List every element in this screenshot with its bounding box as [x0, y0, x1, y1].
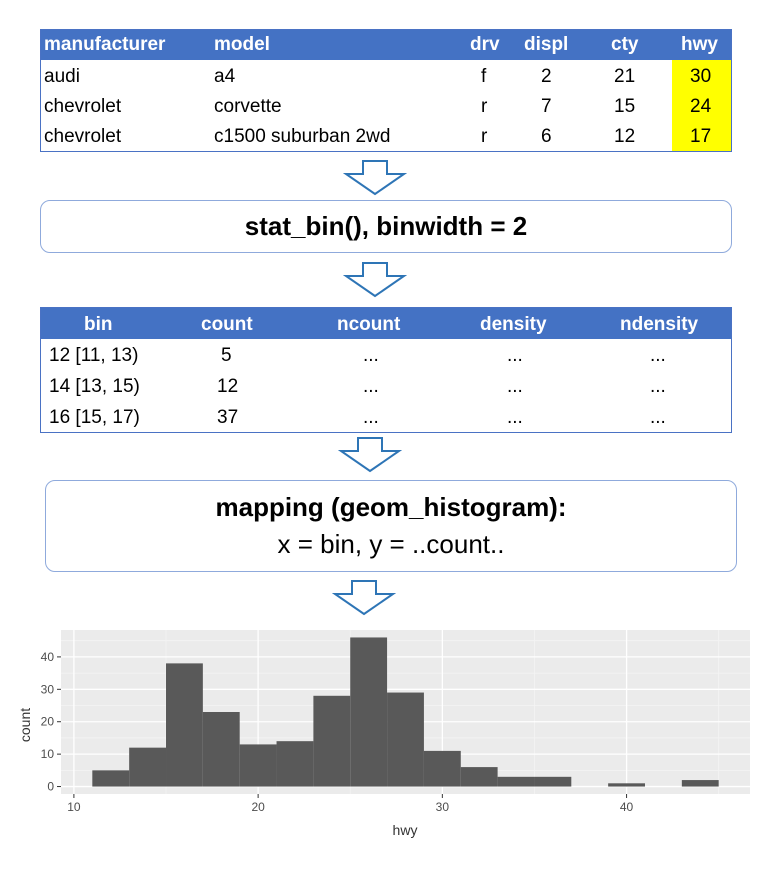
bin-row3-count: 37 [217, 407, 239, 428]
mapping-title: mapping (geom_histogram): [215, 492, 567, 522]
row2-drv: r [481, 96, 488, 117]
row2-displ: 7 [541, 96, 552, 117]
bin-row1-ncount: ... [363, 345, 379, 366]
down-arrow-icon [332, 580, 396, 616]
stat-bin-text: stat_bin(), binwidth = 2 [244, 211, 528, 241]
row2-hwy: 24 [690, 96, 712, 117]
mapping-box: mapping (geom_histogram): x = bin, y = .… [45, 480, 737, 572]
row2-model: corvette [214, 96, 282, 117]
histogram-bar [608, 783, 645, 787]
header-displ: displ [524, 34, 569, 55]
mpg-table-header [41, 30, 731, 60]
header-count: count [201, 314, 253, 335]
row1-cty: 21 [614, 66, 636, 87]
bin-row2-density: ... [507, 376, 523, 397]
header-drv: drv [470, 34, 500, 55]
header-density: density [480, 314, 547, 335]
bin-row1-ndensity: ... [650, 345, 666, 366]
row2-cty: 15 [614, 96, 636, 117]
x-tick-label: 10 [67, 800, 81, 814]
histogram-chart: 10 20 30 40 0 10 20 30 40 hwy count [17, 630, 750, 838]
bin-row2-ncount: ... [363, 376, 379, 397]
bin-row3-ndensity: ... [650, 407, 666, 428]
row2-manufacturer: chevrolet [44, 96, 122, 117]
row1-manufacturer: audi [44, 66, 80, 87]
bin-row2-ndensity: ... [650, 376, 666, 397]
histogram-bar [423, 750, 461, 787]
row3-drv: r [481, 126, 488, 147]
bin-row2-bin: 14 [13, 15) [49, 376, 140, 397]
down-arrow-icon [343, 160, 407, 196]
histogram-bar [350, 637, 388, 787]
bin-row1-count: 5 [221, 345, 232, 366]
histogram-bar [239, 744, 277, 787]
bin-row1-density: ... [507, 345, 523, 366]
header-model: model [214, 34, 270, 55]
histogram-bar [166, 663, 203, 787]
histogram-bar [276, 741, 314, 787]
y-tick-label: 0 [47, 780, 54, 794]
histogram-bar [313, 695, 351, 787]
row1-hwy: 30 [690, 66, 712, 87]
down-arrow-icon [343, 262, 407, 298]
x-tick-label: 40 [620, 800, 634, 814]
row3-cty: 12 [614, 126, 636, 147]
header-ncount: ncount [337, 314, 401, 335]
header-manufacturer: manufacturer [44, 34, 166, 55]
histogram-bar [92, 770, 130, 787]
histogram-bar [460, 767, 498, 787]
row3-manufacturer: chevrolet [44, 126, 122, 147]
y-tick-label: 40 [41, 650, 55, 664]
y-tick-label: 30 [41, 682, 55, 696]
bin-row1-bin: 12 [11, 13) [49, 345, 139, 366]
row3-model: c1500 suburban 2wd [214, 126, 391, 147]
x-tick-label: 20 [251, 800, 265, 814]
hwy-highlight [672, 60, 731, 151]
row1-displ: 2 [541, 66, 552, 87]
y-tick-label: 10 [41, 747, 55, 761]
header-cty: cty [611, 34, 639, 55]
row3-hwy: 17 [690, 126, 712, 147]
stat-bin-box: stat_bin(), binwidth = 2 [40, 200, 732, 253]
row1-drv: f [481, 66, 487, 87]
header-bin: bin [84, 314, 113, 335]
bin-row3-bin: 16 [15, 17) [49, 407, 140, 428]
y-axis-label: count [17, 708, 33, 742]
mpg-data-table: manufacturer model drv displ cty hwy aud… [40, 29, 732, 152]
row1-model: a4 [214, 66, 236, 87]
histogram-bar [681, 780, 719, 787]
histogram-bar [497, 776, 535, 787]
bin-row3-density: ... [507, 407, 523, 428]
header-hwy: hwy [681, 34, 718, 55]
bin-table-header [41, 308, 731, 339]
x-axis-label: hwy [393, 822, 418, 838]
bin-row2-count: 12 [217, 376, 239, 397]
y-tick-label: 20 [41, 715, 55, 729]
histogram-bar [129, 747, 167, 787]
mapping-formula: x = bin, y = ..count.. [277, 529, 505, 559]
row3-displ: 6 [541, 126, 552, 147]
bin-table: bin count ncount density ndensity 12 [11… [40, 307, 732, 433]
histogram-bar [534, 776, 572, 787]
header-ndensity: ndensity [620, 314, 699, 335]
histogram-bar [387, 692, 424, 787]
x-tick-label: 30 [436, 800, 450, 814]
histogram-bar [202, 712, 240, 787]
bin-row3-ncount: ... [363, 407, 379, 428]
down-arrow-icon [338, 437, 402, 473]
